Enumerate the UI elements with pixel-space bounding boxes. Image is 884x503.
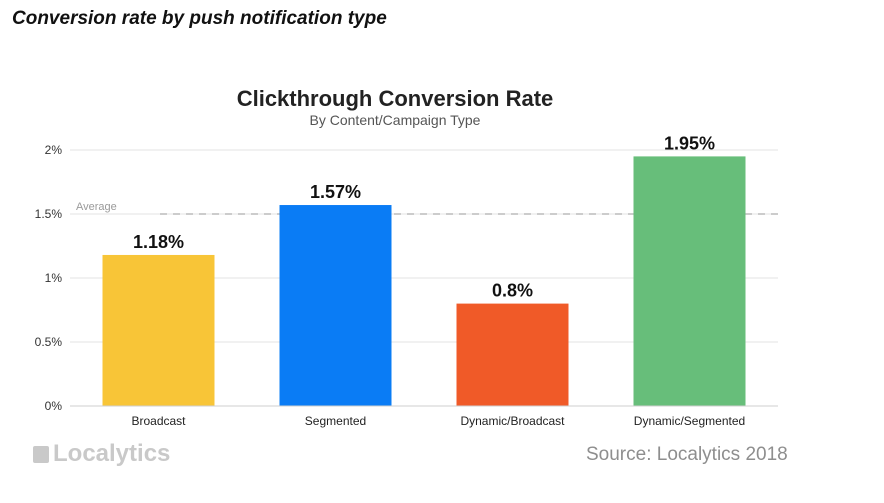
x-tick-label: Broadcast	[131, 414, 186, 428]
x-tick-label: Segmented	[305, 414, 366, 428]
data-label: 1.57%	[310, 182, 361, 202]
data-label: 0.8%	[492, 281, 533, 301]
y-tick-label: 0%	[45, 399, 63, 413]
bar-chart-logo-icon	[33, 445, 49, 463]
data-label: 1.95%	[664, 133, 715, 153]
data-label: 1.18%	[133, 232, 184, 252]
chart-subtitle: By Content/Campaign Type	[309, 112, 481, 128]
bar	[633, 156, 746, 406]
brand-name: Localytics	[53, 440, 171, 467]
average-label: Average	[76, 201, 117, 213]
bar	[102, 254, 215, 406]
y-tick-label: 2%	[45, 143, 63, 157]
chart-title: Clickthrough Conversion Rate	[236, 86, 554, 111]
bar	[456, 303, 569, 406]
y-tick-label: 0.5%	[35, 335, 63, 349]
y-tick-label: 1.5%	[35, 207, 63, 221]
y-tick-label: 1%	[45, 271, 63, 285]
bar	[279, 205, 392, 406]
x-tick-label: Dynamic/Segmented	[634, 414, 745, 428]
page-heading: Conversion rate by push notification typ…	[12, 8, 387, 29]
x-tick-label: Dynamic/Broadcast	[460, 414, 565, 428]
localytics-logo: Localytics	[33, 440, 170, 468]
source-note: Source: Localytics 2018	[586, 444, 788, 465]
